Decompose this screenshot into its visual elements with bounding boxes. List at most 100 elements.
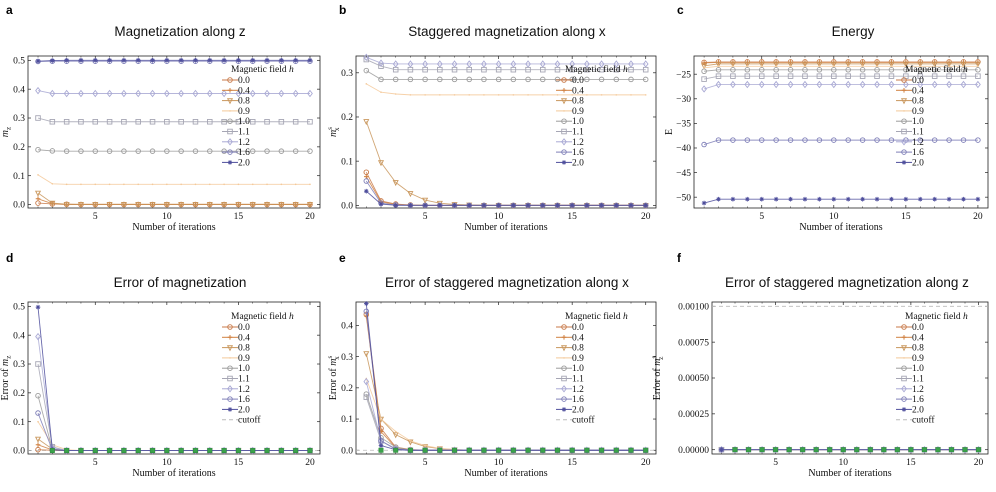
converged-marker [407, 447, 413, 453]
legend-label: 0.4 [912, 333, 924, 343]
data-point [931, 73, 938, 79]
legend-item-0.4: 0.4 [896, 86, 924, 96]
chart-title: Staggered magnetization along x [408, 24, 606, 39]
legend-title: Magnetic field h [231, 311, 294, 322]
converged-marker [840, 447, 846, 453]
legend-label: 1.1 [912, 128, 924, 138]
data-point [437, 203, 443, 208]
series-1.0 [35, 146, 313, 154]
legend-label: 0.9 [912, 354, 924, 364]
converged-marker [64, 448, 70, 453]
data-point [802, 80, 808, 89]
x-tick-label: 10 [838, 458, 848, 468]
legend-item-0.4: 0.4 [556, 86, 584, 96]
converged-marker [613, 447, 619, 453]
legend-label: 1.2 [238, 385, 250, 395]
data-point [715, 61, 722, 68]
series-2.0 [719, 447, 981, 452]
legend-marker [229, 110, 231, 112]
x-tick-label: 10 [162, 458, 172, 468]
panel-a: a Magnetization along z 5 10 15 20 0.0 0.1 0.2 0.… [0, 3, 321, 233]
legend-label: 1.6 [572, 148, 584, 158]
data-point [77, 201, 84, 209]
data-point [65, 183, 68, 186]
series-2.0 [35, 304, 313, 453]
series-1.1 [35, 115, 313, 125]
data-point [890, 65, 893, 68]
data-point [106, 119, 113, 125]
converged-marker [976, 447, 981, 453]
x-tick-label: 20 [305, 458, 315, 468]
data-point [407, 60, 414, 68]
series-0.0 [363, 311, 649, 454]
data-point [571, 94, 573, 96]
data-point [63, 201, 70, 209]
data-point [294, 183, 297, 186]
data-point [598, 60, 605, 68]
y-tick-label: 0.4 [13, 85, 25, 95]
data-point [511, 203, 516, 208]
series-line [365, 190, 646, 206]
data-point [746, 65, 749, 68]
converged-marker [49, 448, 55, 453]
data-point [745, 196, 750, 202]
data-point [830, 80, 837, 89]
converged-marker [278, 448, 284, 453]
y-tick-label: 0.3 [341, 69, 353, 79]
data-point [744, 137, 751, 143]
data-point [975, 67, 981, 73]
data-point [744, 61, 751, 68]
legend-marker [903, 357, 905, 359]
legend-label: 1.0 [572, 117, 584, 127]
y-axis-label: mz [0, 126, 13, 137]
x-tick-label: 5 [773, 458, 778, 468]
data-point [35, 58, 41, 64]
data-point [192, 119, 199, 125]
legend-item-2.0: 2.0 [556, 405, 584, 415]
data-point [816, 137, 823, 143]
legend-label: 1.1 [572, 128, 584, 138]
series-2.0 [701, 196, 981, 206]
data-point [293, 58, 298, 63]
data-point [962, 65, 965, 68]
chart-title: Error of magnetization [114, 275, 247, 290]
series-line [37, 336, 310, 451]
data-point [787, 80, 794, 89]
converged-marker [555, 447, 560, 453]
legend-label: 2.0 [912, 405, 924, 415]
series-0.8 [363, 119, 649, 210]
converged-marker [496, 447, 502, 453]
data-point [363, 377, 370, 386]
converged-marker [235, 448, 241, 453]
data-point [107, 58, 112, 63]
legend-item-cutoff: cutoff [556, 415, 595, 426]
data-point [466, 203, 472, 208]
panel-letter: b [339, 3, 346, 17]
data-point [380, 418, 382, 420]
x-tick-label: 10 [829, 212, 839, 222]
data-point [874, 67, 880, 73]
y-tick-label: 0.00050 [678, 374, 709, 384]
data-point [378, 59, 384, 67]
data-point [306, 201, 314, 209]
converged-marker [452, 447, 457, 453]
series-line [365, 303, 646, 451]
plot-frame [355, 55, 657, 209]
data-point [931, 61, 938, 68]
converged-marker [569, 447, 575, 453]
data-point [221, 201, 228, 209]
data-point [628, 203, 634, 208]
y-axis-label: Error of msz [650, 356, 665, 401]
series-1.1 [363, 394, 649, 454]
data-point [92, 148, 99, 154]
legend-item-2.0: 2.0 [222, 405, 250, 415]
legend-label: 1.2 [238, 138, 250, 148]
data-point [135, 119, 141, 125]
data-point [63, 148, 70, 154]
legend-item-1.1: 1.1 [896, 375, 924, 385]
converged-marker [935, 447, 941, 453]
data-point [539, 60, 546, 68]
data-point [744, 80, 751, 89]
data-point [569, 203, 575, 208]
data-point [701, 68, 707, 74]
